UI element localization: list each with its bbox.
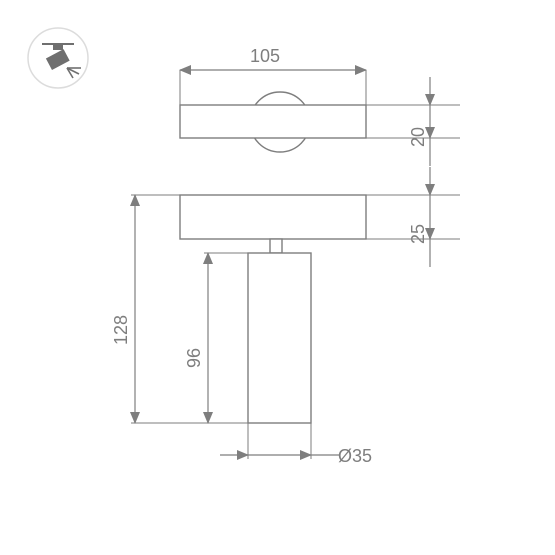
dim-label: Ø35 (338, 446, 372, 466)
dim-label: 20 (408, 127, 428, 147)
dim-label: 105 (250, 46, 280, 66)
product-type-icon (28, 28, 88, 88)
dim-label: 128 (111, 315, 131, 345)
dim-label: 25 (408, 224, 428, 244)
dim-label: 96 (184, 348, 204, 368)
